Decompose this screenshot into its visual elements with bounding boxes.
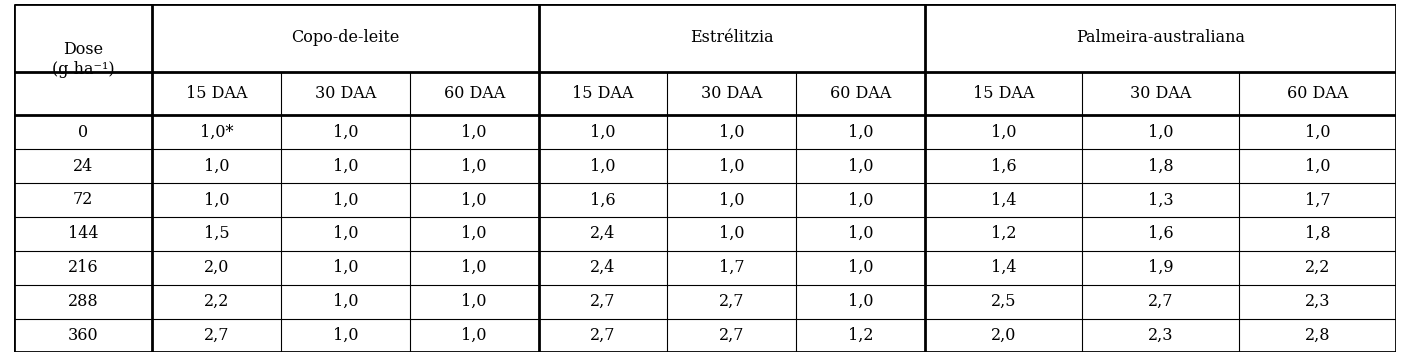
Text: Palmeira-australiana: Palmeira-australiana [1076, 29, 1245, 46]
Text: 1,0: 1,0 [1148, 124, 1173, 141]
Text: 2,3: 2,3 [1148, 327, 1173, 344]
Text: 1,7: 1,7 [719, 259, 744, 276]
Text: 1,0: 1,0 [847, 124, 873, 141]
Text: 30 DAA: 30 DAA [314, 85, 376, 102]
Text: 24: 24 [73, 158, 93, 174]
Text: 1,0: 1,0 [591, 158, 616, 174]
Text: 60 DAA: 60 DAA [830, 85, 891, 102]
Text: 2,5: 2,5 [991, 293, 1017, 310]
Text: 1,0: 1,0 [847, 158, 873, 174]
Text: 1,9: 1,9 [1148, 259, 1173, 276]
Text: 1,0: 1,0 [1304, 124, 1330, 141]
Text: 2,2: 2,2 [204, 293, 230, 310]
Text: 1,0: 1,0 [461, 192, 486, 208]
Text: 15 DAA: 15 DAA [973, 85, 1034, 102]
Text: 1,6: 1,6 [1148, 225, 1173, 242]
Text: 2,7: 2,7 [1148, 293, 1173, 310]
Text: 1,5: 1,5 [204, 225, 230, 242]
Text: 0: 0 [78, 124, 89, 141]
Text: 30 DAA: 30 DAA [1129, 85, 1191, 102]
Text: Estrélitzia: Estrélitzia [689, 29, 774, 46]
Text: 144: 144 [68, 225, 99, 242]
Text: 1,0: 1,0 [847, 259, 873, 276]
Text: 1,2: 1,2 [847, 327, 873, 344]
Text: 2,7: 2,7 [591, 293, 616, 310]
Text: 1,0: 1,0 [461, 327, 486, 344]
Text: 1,6: 1,6 [591, 192, 616, 208]
Text: 2,2: 2,2 [1304, 259, 1330, 276]
Text: 2,8: 2,8 [1304, 327, 1330, 344]
Text: Copo-de-leite: Copo-de-leite [292, 29, 399, 46]
Text: 1,0: 1,0 [847, 225, 873, 242]
Text: 1,6: 1,6 [991, 158, 1017, 174]
Text: 15 DAA: 15 DAA [572, 85, 633, 102]
Text: 1,0: 1,0 [461, 124, 486, 141]
Text: 1,0*: 1,0* [200, 124, 234, 141]
Text: 1,0: 1,0 [461, 158, 486, 174]
Text: 2,7: 2,7 [719, 327, 744, 344]
Text: 1,0: 1,0 [333, 124, 358, 141]
Text: 1,0: 1,0 [719, 192, 744, 208]
Text: 1,0: 1,0 [333, 259, 358, 276]
Text: 1,0: 1,0 [204, 158, 230, 174]
Text: 2,7: 2,7 [204, 327, 230, 344]
Text: 1,4: 1,4 [991, 259, 1017, 276]
Text: 60 DAA: 60 DAA [444, 85, 505, 102]
Text: 1,0: 1,0 [461, 259, 486, 276]
Text: 1,0: 1,0 [333, 327, 358, 344]
Text: 1,3: 1,3 [1148, 192, 1173, 208]
Text: 30 DAA: 30 DAA [701, 85, 763, 102]
Text: 72: 72 [73, 192, 93, 208]
Text: 2,4: 2,4 [591, 225, 616, 242]
Text: 60 DAA: 60 DAA [1287, 85, 1348, 102]
Text: 1,0: 1,0 [591, 124, 616, 141]
Text: 1,0: 1,0 [719, 158, 744, 174]
Text: 1,7: 1,7 [1304, 192, 1330, 208]
Text: 2,7: 2,7 [719, 293, 744, 310]
Text: 1,2: 1,2 [991, 225, 1017, 242]
Text: 288: 288 [68, 293, 99, 310]
Text: 1,0: 1,0 [333, 293, 358, 310]
Text: 1,0: 1,0 [847, 293, 873, 310]
Text: 2,3: 2,3 [1304, 293, 1330, 310]
Text: 2,0: 2,0 [991, 327, 1017, 344]
Text: 360: 360 [68, 327, 99, 344]
Text: 1,0: 1,0 [847, 192, 873, 208]
Text: 1,0: 1,0 [333, 192, 358, 208]
Text: 1,8: 1,8 [1148, 158, 1173, 174]
Text: 1,0: 1,0 [991, 124, 1017, 141]
Text: 216: 216 [68, 259, 99, 276]
Text: Dose
(g ha⁻¹): Dose (g ha⁻¹) [52, 41, 114, 78]
Text: 2,4: 2,4 [591, 259, 616, 276]
Text: 1,0: 1,0 [719, 225, 744, 242]
Text: 2,7: 2,7 [591, 327, 616, 344]
Text: 1,0: 1,0 [204, 192, 230, 208]
Text: 1,0: 1,0 [461, 293, 486, 310]
Text: 15 DAA: 15 DAA [186, 85, 247, 102]
Text: 1,4: 1,4 [991, 192, 1017, 208]
Text: 1,0: 1,0 [333, 225, 358, 242]
Text: 2,0: 2,0 [204, 259, 230, 276]
Text: 1,0: 1,0 [461, 225, 486, 242]
Text: 1,8: 1,8 [1304, 225, 1330, 242]
Text: 1,0: 1,0 [719, 124, 744, 141]
Text: 1,0: 1,0 [333, 158, 358, 174]
Text: 1,0: 1,0 [1304, 158, 1330, 174]
